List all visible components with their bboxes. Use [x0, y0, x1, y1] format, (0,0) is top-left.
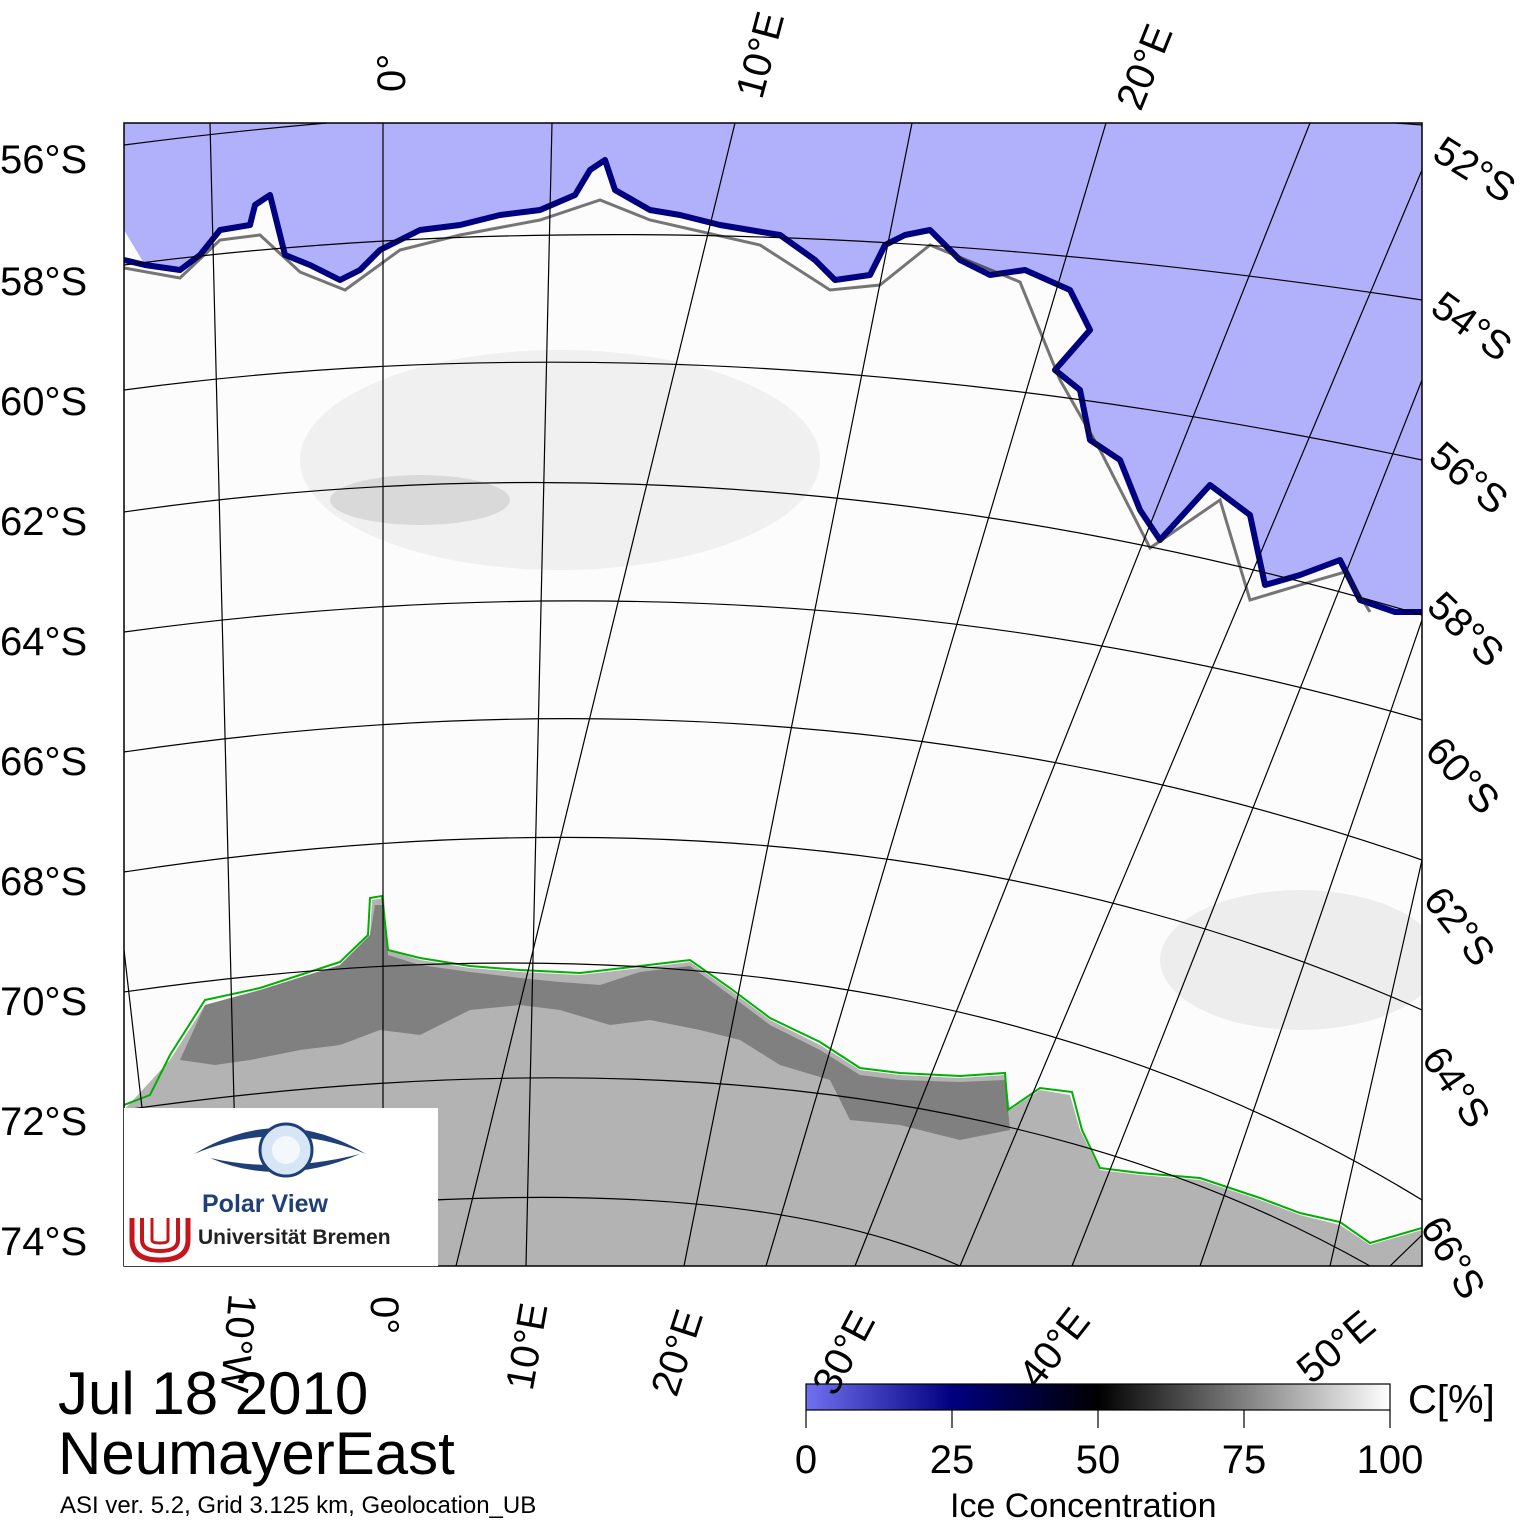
lat-label-left: 66°S [0, 740, 88, 784]
coastline [124, 894, 1422, 1245]
open-water [124, 123, 1422, 612]
university-seal-icon [129, 1218, 191, 1263]
lat-label-left: 72°S [0, 1100, 88, 1144]
eye-icon [194, 1122, 366, 1178]
map-frame [123, 122, 1423, 1267]
lon-label-top: 0° [370, 53, 414, 92]
colorbar-tick-label: 0 [794, 1438, 818, 1482]
colorbar-ticks [805, 1410, 1391, 1428]
colorbar-tick-label: 75 [1221, 1438, 1267, 1482]
colorbar-tick-label: 50 [1075, 1438, 1121, 1482]
lat-label-left: 64°S [0, 620, 88, 664]
map-metadata: ASI ver. 5.2, Grid 3.125 km, Geolocation… [60, 1492, 537, 1519]
map-region: NeumayerEast [58, 1420, 455, 1487]
logo-university: Universität Bremen [198, 1226, 391, 1249]
logo-title: Polar View [202, 1190, 328, 1218]
lat-label-left: 70°S [0, 980, 88, 1024]
lon-label-bottom: 0° [362, 1296, 406, 1335]
colorbar-tick-label: 25 [929, 1438, 975, 1482]
lat-label-left: 62°S [0, 500, 88, 544]
colorbar-tick-label: 100 [1356, 1438, 1424, 1482]
lat-label-left: 58°S [0, 260, 88, 304]
lat-label-left: 56°S [0, 138, 88, 182]
lat-label-left: 74°S [0, 1220, 88, 1264]
lat-label-left: 60°S [0, 380, 88, 424]
map-date: Jul 18 2010 [58, 1360, 369, 1427]
colorbar-unit: C[%] [1408, 1378, 1495, 1422]
ice-shelf [180, 905, 1010, 1140]
polar-view-logo: Polar View Universität Bremen [124, 1108, 438, 1266]
lat-label-left: 68°S [0, 860, 88, 904]
colorbar-title: Ice Concentration [950, 1487, 1217, 1525]
colorbar [805, 1383, 1391, 1411]
